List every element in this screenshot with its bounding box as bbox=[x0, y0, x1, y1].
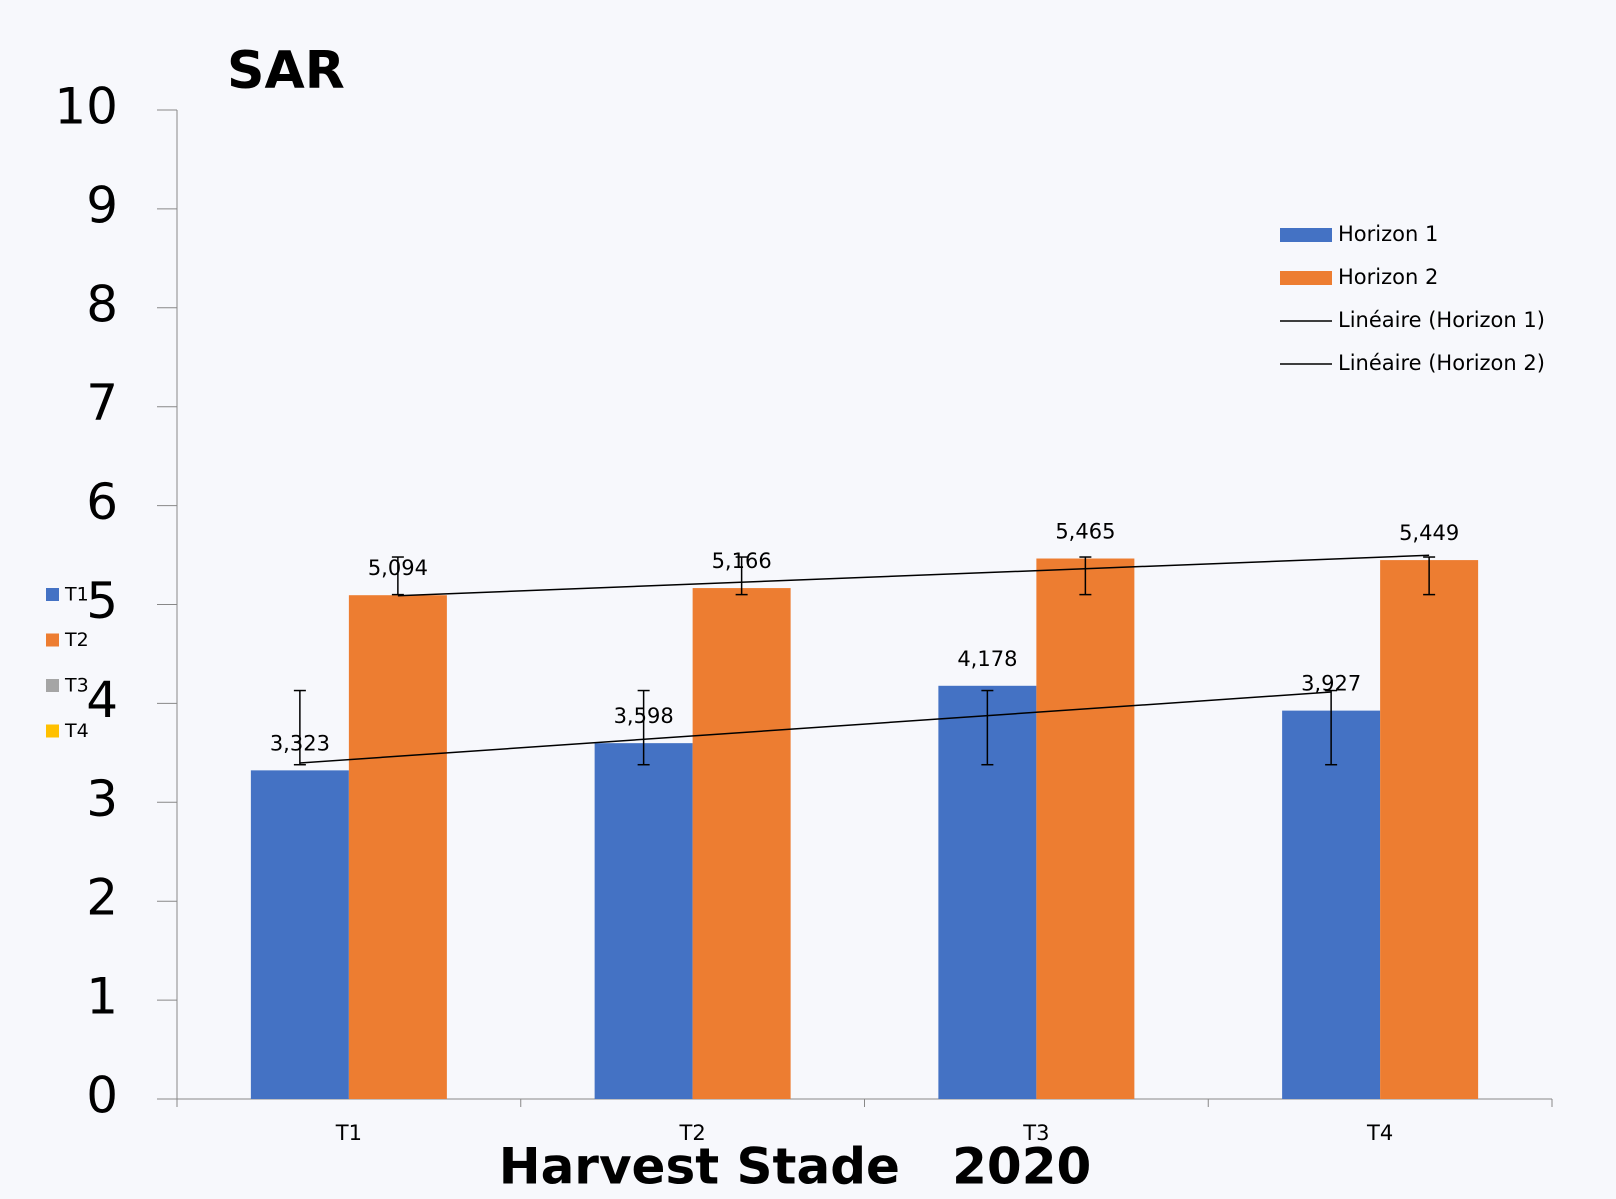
error-bar bbox=[637, 689, 650, 766]
side-legend-label: T3 bbox=[64, 675, 89, 697]
bar bbox=[348, 595, 447, 1099]
error-bar bbox=[981, 689, 994, 766]
data-label: 5,465 bbox=[1055, 520, 1115, 544]
x-tick-label: T4 bbox=[1366, 1121, 1393, 1145]
error-bar bbox=[1079, 556, 1092, 596]
data-label: 4,178 bbox=[957, 647, 1017, 671]
y-tick-label: 2 bbox=[86, 869, 118, 927]
error-bar bbox=[1325, 689, 1338, 766]
error-bar bbox=[391, 556, 404, 596]
x-tick-label: T3 bbox=[1022, 1121, 1049, 1145]
y-tick-label: 9 bbox=[86, 176, 118, 234]
legend-label: Linéaire (Horizon 2) bbox=[1338, 351, 1545, 375]
y-tick-label: 0 bbox=[86, 1067, 118, 1125]
legend-label: Horizon 2 bbox=[1338, 265, 1438, 289]
trendline bbox=[397, 554, 1430, 597]
data-label: 5,449 bbox=[1399, 521, 1459, 545]
side-legend-swatch bbox=[46, 724, 59, 738]
y-tick-label: 4 bbox=[86, 671, 118, 729]
legend-swatch bbox=[1280, 228, 1332, 242]
error-bar bbox=[1423, 556, 1436, 596]
bar bbox=[250, 770, 349, 1099]
data-label: 5,094 bbox=[368, 556, 428, 580]
data-label: 5,166 bbox=[712, 549, 772, 573]
y-tick-label: 10 bbox=[54, 78, 118, 136]
error-bar bbox=[293, 689, 306, 766]
y-tick-label: 8 bbox=[86, 275, 118, 333]
y-tick-label: 3 bbox=[86, 770, 118, 828]
bar bbox=[692, 588, 791, 1099]
side-legend-label: T1 bbox=[64, 584, 89, 606]
trendline bbox=[299, 691, 1332, 764]
bar bbox=[1380, 560, 1479, 1099]
y-tick-label: 7 bbox=[86, 374, 118, 432]
bar bbox=[1036, 558, 1135, 1099]
chart-title: SAR bbox=[227, 41, 345, 101]
error-bar bbox=[735, 556, 748, 596]
data-label: 3,323 bbox=[270, 731, 330, 755]
side-legend-swatch bbox=[46, 633, 59, 647]
side-legend-swatch bbox=[46, 679, 59, 692]
side-legend-swatch bbox=[46, 588, 59, 601]
x-tick-label: T2 bbox=[679, 1121, 706, 1145]
bar bbox=[594, 743, 693, 1099]
side-legend-label: T2 bbox=[64, 629, 89, 651]
data-label: 3,598 bbox=[614, 704, 674, 728]
y-tick-label: 6 bbox=[86, 473, 118, 531]
legend-label: Linéaire (Horizon 1) bbox=[1338, 308, 1545, 332]
legend-swatch bbox=[1280, 271, 1332, 285]
legend-label: Horizon 1 bbox=[1338, 222, 1438, 246]
side-legend-label: T4 bbox=[64, 720, 89, 742]
x-tick-label: T1 bbox=[335, 1121, 362, 1145]
x-axis-label: Harvest Stade 2020 bbox=[499, 1138, 1092, 1196]
data-label: 3,927 bbox=[1301, 672, 1361, 696]
bar bbox=[1282, 710, 1381, 1099]
y-tick-label: 1 bbox=[86, 968, 118, 1026]
y-tick-label: 5 bbox=[86, 572, 118, 630]
